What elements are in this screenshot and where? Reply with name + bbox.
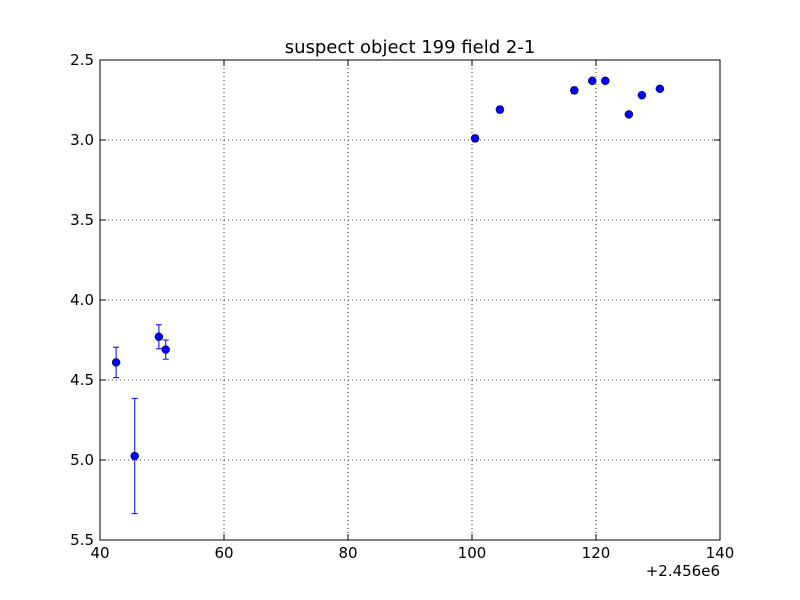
point <box>161 345 170 354</box>
y-tick-label: 4.5 <box>70 371 94 389</box>
x-tick-label: 140 <box>706 544 735 562</box>
y-tick-label: 5.0 <box>70 451 94 469</box>
x-tick-label: 120 <box>582 544 611 562</box>
y-tick-label: 2.5 <box>70 51 94 69</box>
chart-title: suspect object 199 field 2-1 <box>285 37 536 58</box>
point <box>624 110 634 119</box>
x-offset-label: +2.456e6 <box>646 562 720 580</box>
x-tick-label: 40 <box>90 544 109 562</box>
y-tick-label: 5.5 <box>70 531 94 549</box>
y-tick-label: 3.5 <box>70 211 94 229</box>
y-tick-label: 4.0 <box>70 291 94 309</box>
plot-frame <box>99 59 721 541</box>
point <box>588 76 597 86</box>
x-tick-label: 100 <box>458 544 487 562</box>
point <box>570 86 579 95</box>
point <box>470 134 480 143</box>
point <box>637 90 647 100</box>
point <box>495 105 505 114</box>
point <box>601 76 610 86</box>
point <box>655 84 665 94</box>
x-tick-label: 80 <box>338 544 357 562</box>
point <box>154 332 164 342</box>
y-tick-label: 3.0 <box>70 131 94 149</box>
point <box>111 358 121 367</box>
point <box>130 451 139 461</box>
x-tick-label: 60 <box>214 544 233 562</box>
